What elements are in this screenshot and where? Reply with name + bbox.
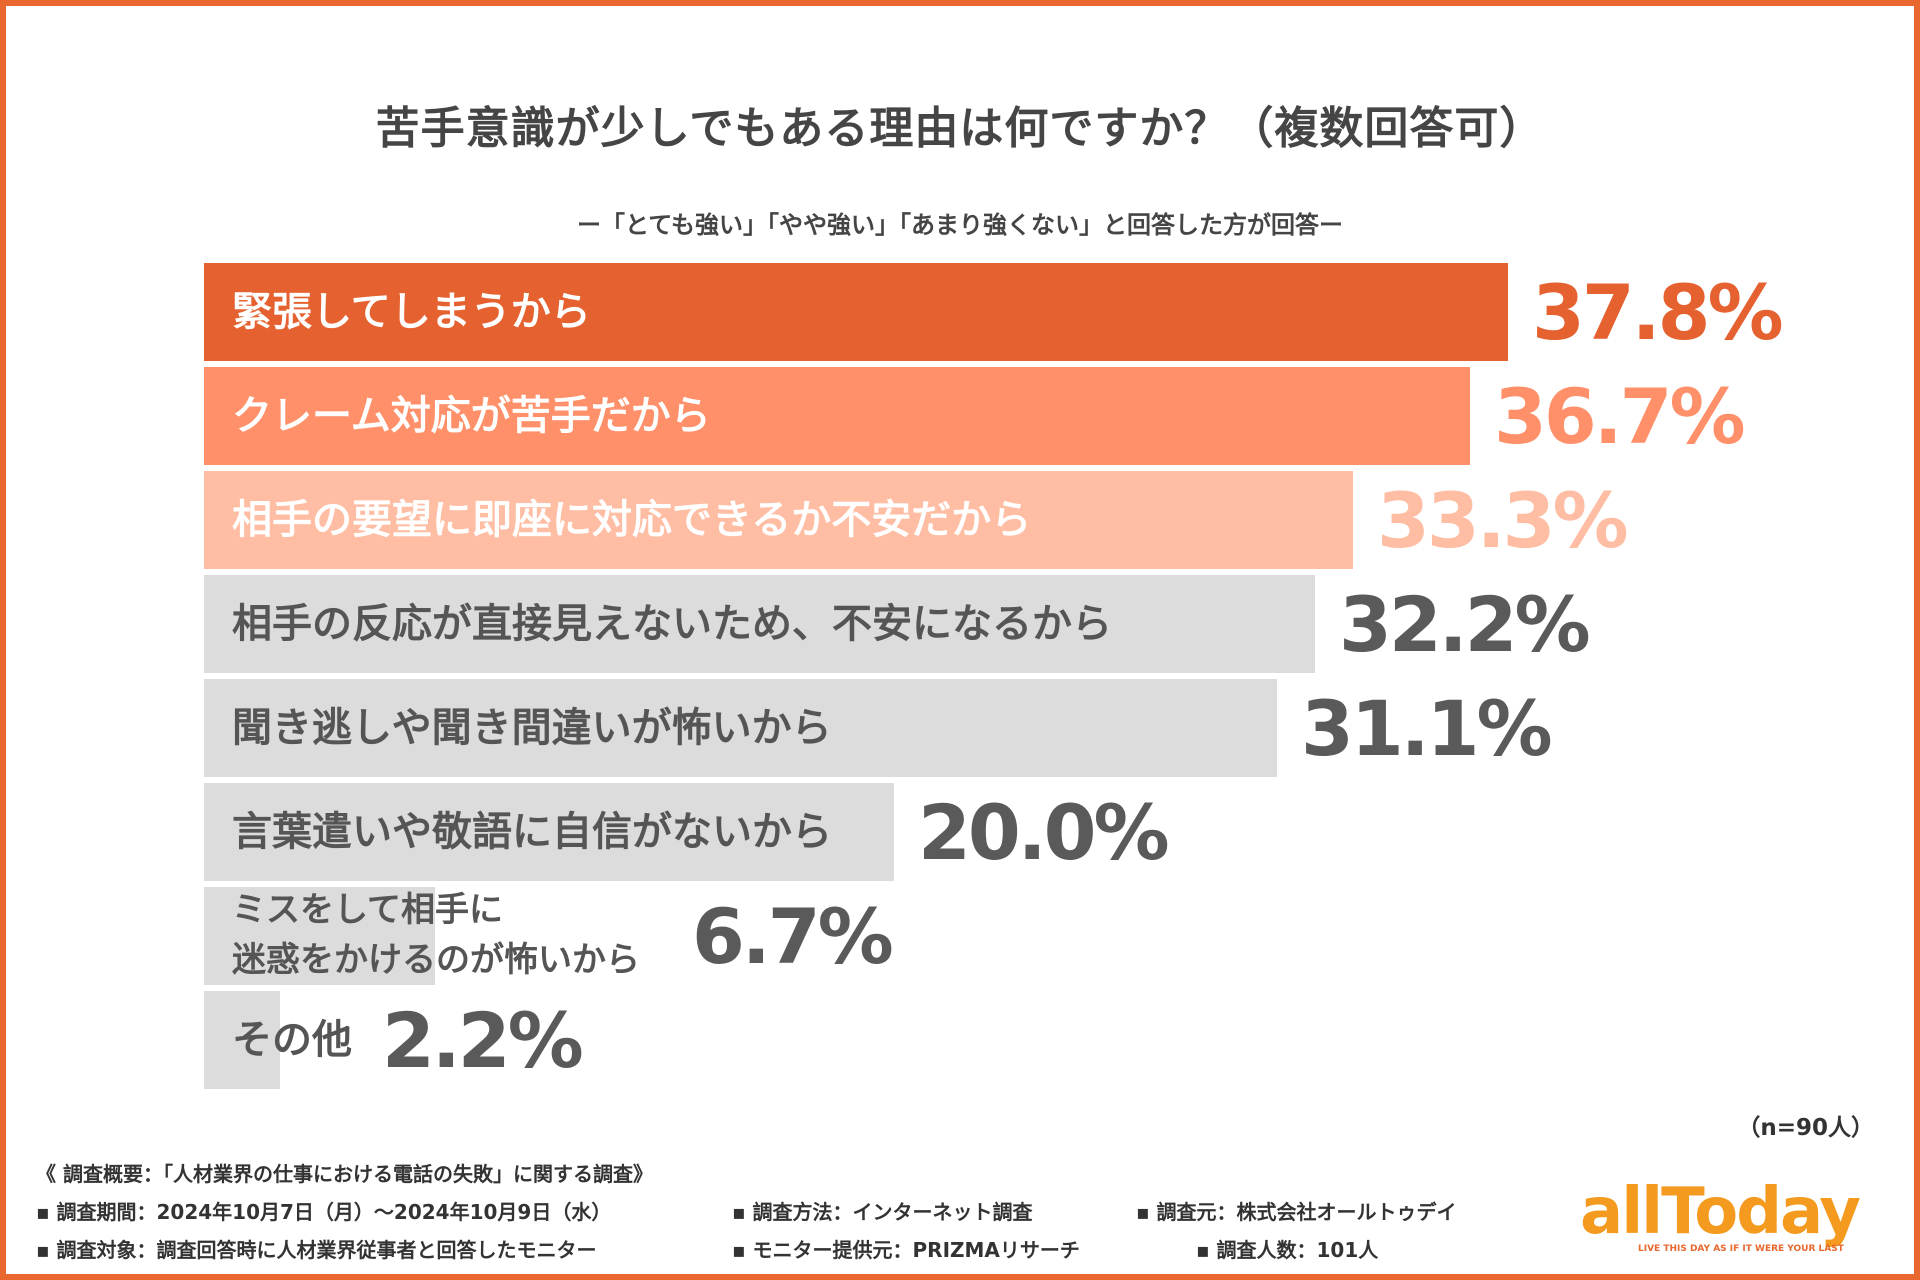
logo-tagline: LIVE THIS DAY AS IF IT WERE YOUR LAST [1638, 1244, 1844, 1254]
bar-2 [204, 367, 1470, 465]
bar-3 [204, 471, 1353, 569]
bar-6 [204, 783, 894, 881]
bar-label-6: 言葉遣いや敬語に自信がないから [232, 809, 832, 855]
bar-value-5: 31.1% [1301, 684, 1553, 773]
survey-heading: 《 調査概要：「人材業界の仕事における電話の失敗」に関する調査》 [36, 1162, 653, 1186]
bar-label-5: 聞き逃しや聞き間違いが怖いから [232, 705, 832, 751]
bar-label-1: 緊張してしまうから [232, 289, 591, 335]
sample-size-note: （n=90人） [1737, 1115, 1874, 1141]
bar-label-7: ミスをして相手に 迷惑をかけるのが怖いから [232, 890, 640, 980]
bar-7 [204, 887, 435, 985]
survey-period: ▪ 調査期間：2024年10月7日（月）〜2024年10月9日（水） [36, 1200, 612, 1224]
survey-method: ▪ 調査方法：インターネット調査 [732, 1200, 1033, 1224]
bar-8 [204, 991, 280, 1089]
survey-source: ▪ 調査元：株式会社オールトゥデイ [1136, 1200, 1457, 1224]
survey-count: ▪ 調査人数：101人 [1196, 1238, 1379, 1262]
alltoday-logo: allToday [1580, 1175, 1861, 1249]
bar-value-2: 36.7% [1494, 372, 1746, 461]
bar-value-1: 37.8% [1532, 268, 1784, 357]
bar-4 [204, 575, 1315, 673]
bar-1 [204, 263, 1508, 361]
survey-provider: ▪ モニター提供元：PRIZMAリサーチ [732, 1238, 1080, 1262]
bar-label-3: 相手の要望に即座に対応できるか不安だから [232, 497, 1032, 543]
chart-subtitle: ー「とても強い」「やや強い」「あまり強くない」と回答した方が回答ー [576, 211, 1344, 239]
bar-label-4: 相手の反応が直接見えないため、不安になるから [232, 601, 1112, 647]
bar-value-6: 20.0% [918, 788, 1170, 877]
bar-label-2: クレーム対応が苦手だから [232, 393, 711, 439]
bar-value-7: 6.7% [692, 892, 894, 981]
survey-target: ▪ 調査対象：調査回答時に人材業界従事者と回答したモニター [36, 1238, 597, 1262]
bar-5 [204, 679, 1277, 777]
bar-value-3: 33.3% [1377, 476, 1629, 565]
bar-label-8: その他 [232, 1017, 352, 1063]
bar-value-4: 32.2% [1339, 580, 1591, 669]
chart-title: 苦手意識が少しでもある理由は何ですか？（複数回答可） [375, 103, 1545, 154]
bar-value-8: 2.2% [382, 996, 584, 1085]
